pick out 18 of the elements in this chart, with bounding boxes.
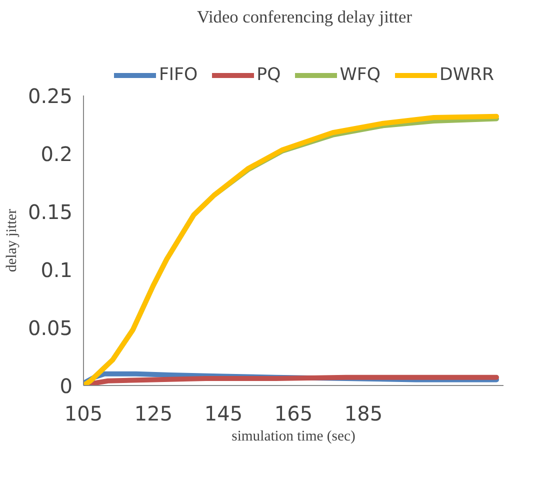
y-tick-label: 0.2 (40, 142, 73, 166)
x-tick-label: 105 (64, 402, 103, 426)
legend-label: PQ (256, 65, 281, 85)
x-tick-label: 185 (344, 402, 383, 426)
legend-label: FIFO (158, 65, 198, 85)
y-axis-title: delay jitter (4, 208, 20, 272)
y-tick-label: 0.1 (40, 258, 73, 282)
y-tick-label: 0 (60, 374, 73, 398)
y-tick-label: 0.15 (28, 200, 72, 224)
y-tick-label: 0.25 (28, 84, 72, 108)
y-tick-label: 0.05 (28, 316, 72, 340)
x-tick-label: 145 (204, 402, 243, 426)
legend-label: WFQ (340, 65, 380, 85)
x-tick-label: 125 (134, 402, 173, 426)
x-axis-title: simulation time (sec) (232, 428, 356, 444)
legend-label: DWRR (439, 65, 494, 85)
chart-title: Video conferencing delay jitter (197, 8, 412, 26)
x-tick-label: 165 (274, 402, 313, 426)
